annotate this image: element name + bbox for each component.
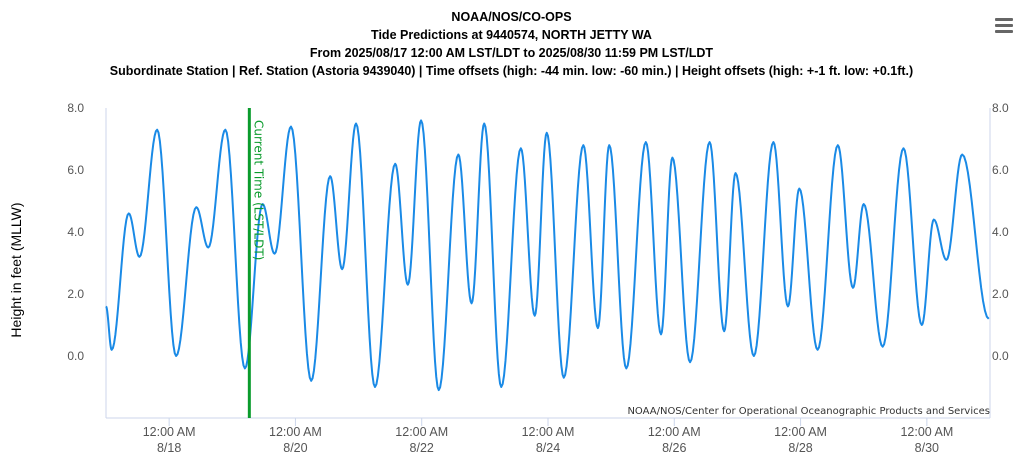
chart-subtitle-offsets: Subordinate Station | Ref. Station (Asto… (109, 64, 914, 78)
y-tick-label-left: 6.0 (67, 163, 84, 177)
x-tick-label-date: 8/22 (410, 441, 434, 455)
current-time-label: Current Time (LST/LDT) (251, 120, 265, 260)
x-tick-label-date: 8/18 (157, 441, 181, 455)
x-tick-label-time: 12:00 AM (774, 425, 827, 439)
y-tick-label-left: 2.0 (67, 287, 84, 301)
x-tick-label-time: 12:00 AM (269, 425, 322, 439)
chart-titles: NOAA/NOS/CO-OPS Tide Predictions at 9440… (0, 8, 1023, 80)
y-tick-label-right: 0.0 (992, 349, 1009, 363)
y-tick-label-right: 4.0 (992, 225, 1009, 239)
y-tick-label-left: 8.0 (67, 101, 84, 115)
chart-title: NOAA/NOS/CO-OPS (451, 10, 572, 24)
x-tick-label-time: 12:00 AM (900, 425, 953, 439)
hamburger-menu-icon[interactable] (993, 16, 1015, 34)
chart-subtitle-range: From 2025/08/17 12:00 AM LST/LDT to 2025… (309, 46, 714, 60)
y-tick-label-right: 2.0 (992, 287, 1009, 301)
x-tick-label-time: 12:00 AM (522, 425, 575, 439)
chart-credit: NOAA/NOS/Center for Operational Oceanogr… (627, 406, 990, 417)
x-tick-label-date: 8/20 (283, 441, 307, 455)
x-tick-label-date: 8/30 (915, 441, 939, 455)
y-tick-label-left: 0.0 (67, 349, 84, 363)
y-axis-label: Height in feet (MLLW) (8, 202, 24, 337)
tide-prediction-line (105, 119, 990, 392)
x-tick-label-time: 12:00 AM (648, 425, 701, 439)
chart-axes: 8.0 8.0 6.0 6.0 4.0 4.0 2.0 2.0 0.0 0.0 12:00 AM 8/… (67, 101, 1009, 455)
x-tick-label-date: 8/28 (788, 441, 812, 455)
y-tick-label-right: 8.0 (992, 101, 1009, 115)
chart-overlay: Current Time (LST/LDT) (247, 108, 265, 418)
x-tick-label-time: 12:00 AM (143, 425, 196, 439)
y-tick-label-right: 6.0 (992, 163, 1009, 177)
chart-series (105, 119, 990, 392)
y-tick-label-left: 4.0 (67, 225, 84, 239)
chart-subtitle-station: Tide Predictions at 9440574, NORTH JETTY… (371, 28, 652, 42)
x-tick-label-time: 12:00 AM (395, 425, 448, 439)
x-tick-label-date: 8/24 (536, 441, 560, 455)
x-tick-label-date: 8/26 (662, 441, 686, 455)
